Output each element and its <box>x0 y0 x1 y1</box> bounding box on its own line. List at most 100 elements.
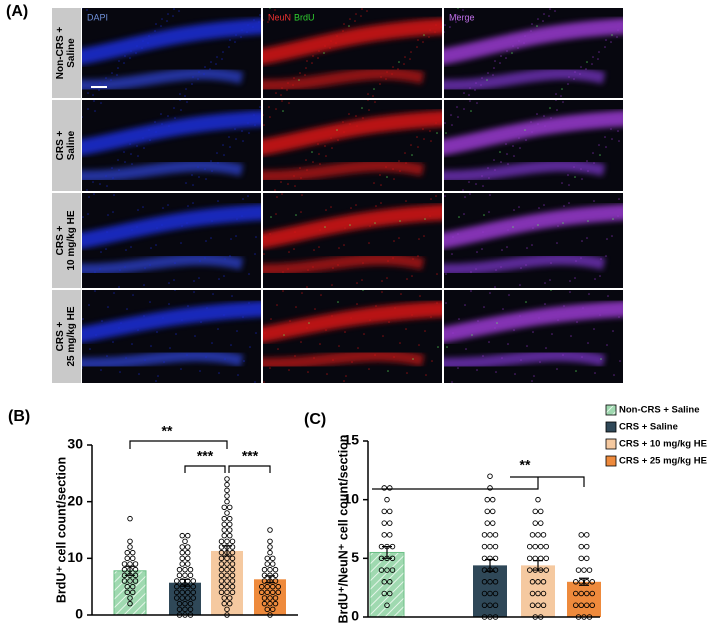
speckle <box>580 257 582 259</box>
data-point <box>535 590 541 597</box>
speckle <box>193 280 195 282</box>
data-point <box>543 567 550 573</box>
cell-layer <box>82 67 244 92</box>
speckle <box>209 68 211 70</box>
speckle <box>494 169 496 171</box>
speckle <box>342 121 344 123</box>
speckle <box>554 10 556 12</box>
speckle <box>224 358 226 360</box>
y-axis-label: BrdU⁺ cell count/section <box>54 457 68 603</box>
speckle <box>393 240 395 242</box>
data-point <box>589 590 596 597</box>
speckle <box>186 222 188 224</box>
data-point <box>224 589 230 596</box>
data-point <box>535 602 541 609</box>
speckle <box>380 202 382 204</box>
data-point <box>538 543 544 550</box>
speckle <box>136 226 138 228</box>
speckle <box>525 301 527 303</box>
speckle <box>180 242 182 244</box>
speckle <box>137 209 139 211</box>
data-point <box>487 590 493 597</box>
speckle <box>367 100 369 101</box>
data-point <box>184 549 191 556</box>
speckle <box>542 20 544 22</box>
y-tick-label: 10 <box>343 490 359 506</box>
speckle <box>361 8 363 10</box>
speckle <box>288 102 290 104</box>
speckle <box>166 20 168 22</box>
speckle <box>582 307 584 309</box>
speckle <box>398 237 400 239</box>
data-point <box>218 544 225 550</box>
speckle <box>211 170 213 172</box>
column-header: BrdU <box>294 12 315 22</box>
data-point <box>218 589 225 596</box>
data-point <box>492 602 499 609</box>
speckle <box>229 255 231 257</box>
speckle <box>270 318 272 320</box>
speckle <box>531 244 533 246</box>
data-point <box>229 561 236 567</box>
speckle <box>330 40 332 42</box>
speckle <box>345 375 347 377</box>
data-point <box>179 583 185 590</box>
data-point <box>384 567 390 573</box>
speckle <box>368 368 370 370</box>
speckle <box>444 24 446 26</box>
speckle <box>143 315 145 317</box>
speckle <box>305 159 307 161</box>
speckle <box>457 233 459 235</box>
speckle <box>507 229 509 231</box>
micrograph <box>444 100 623 191</box>
speckle <box>248 302 250 304</box>
speckle <box>230 238 232 240</box>
row-label-box <box>52 8 81 98</box>
speckle <box>368 109 370 111</box>
data-point <box>226 515 233 522</box>
speckle <box>142 206 144 208</box>
data-point <box>270 561 276 567</box>
data-point <box>121 572 128 579</box>
speckle <box>505 57 507 59</box>
data-point <box>389 555 396 562</box>
row-label: 10 mg/kg HE <box>66 210 77 270</box>
speckle <box>149 301 151 303</box>
speckle <box>283 334 285 336</box>
data-point <box>529 579 536 585</box>
speckle <box>567 174 569 176</box>
speckle <box>169 347 171 349</box>
data-point <box>187 600 194 607</box>
cell-layer <box>82 300 261 343</box>
speckle <box>399 220 401 222</box>
speckle <box>221 58 223 60</box>
data-point <box>182 606 188 613</box>
speckle <box>435 195 437 197</box>
speckle <box>210 61 212 63</box>
speckle <box>518 137 520 139</box>
data-point <box>543 543 550 550</box>
speckle <box>210 160 212 162</box>
speckle <box>450 114 452 116</box>
speckle <box>137 155 139 157</box>
speckle <box>282 290 284 292</box>
speckle <box>411 314 413 316</box>
speckle <box>488 211 490 213</box>
cell-layer <box>82 18 261 65</box>
data-point <box>578 555 585 562</box>
speckle <box>126 308 128 310</box>
speckle <box>430 316 432 318</box>
speckle <box>543 13 545 15</box>
speckle <box>618 140 620 142</box>
speckle <box>161 123 163 125</box>
speckle <box>436 302 438 304</box>
bar <box>567 581 601 617</box>
speckle <box>613 374 615 376</box>
speckle <box>586 160 588 162</box>
speckle <box>89 348 91 350</box>
speckle <box>561 88 563 90</box>
speckle <box>437 346 439 348</box>
data-point <box>270 583 276 590</box>
data-point <box>261 600 268 607</box>
